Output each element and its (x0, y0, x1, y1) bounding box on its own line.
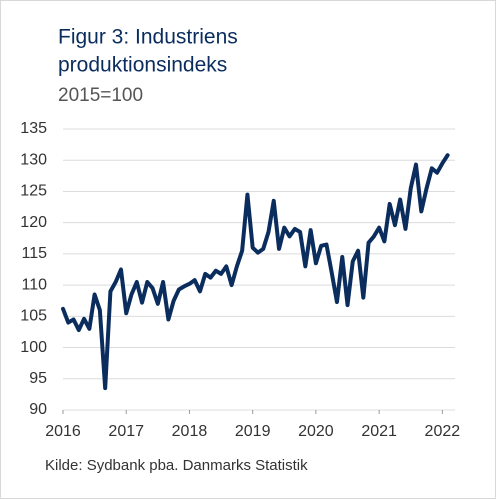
y-tick-label: 130 (20, 151, 47, 168)
x-tick-label: 2018 (172, 423, 208, 440)
y-tick-label: 110 (21, 276, 47, 293)
data-line (61, 153, 450, 391)
chart-subtitle: 2015=100 (58, 85, 143, 106)
chart-title: Figur 3: Industriens (58, 26, 238, 49)
y-tick-label: 90 (29, 401, 47, 418)
x-tick-label: 2020 (298, 423, 334, 440)
y-tick-label: 115 (21, 245, 47, 262)
y-tick-label: 95 (29, 370, 47, 387)
x-tick-label: 2016 (45, 423, 81, 440)
y-tick-label: 135 (20, 120, 47, 137)
chart-title: produktionsindeks (58, 54, 227, 77)
x-tick-label: 2019 (235, 423, 271, 440)
x-tick-label: 2017 (108, 423, 144, 440)
y-tick-label: 120 (20, 214, 47, 231)
x-tick-label: 2021 (361, 423, 397, 440)
y-tick-label: 105 (20, 308, 47, 325)
y-tick-label: 100 (20, 339, 47, 356)
x-tick-label: 2022 (425, 423, 461, 440)
source: Kilde: Sydbank pba. Danmarks Statistik (45, 457, 308, 474)
y-tick-label: 125 (20, 183, 47, 200)
